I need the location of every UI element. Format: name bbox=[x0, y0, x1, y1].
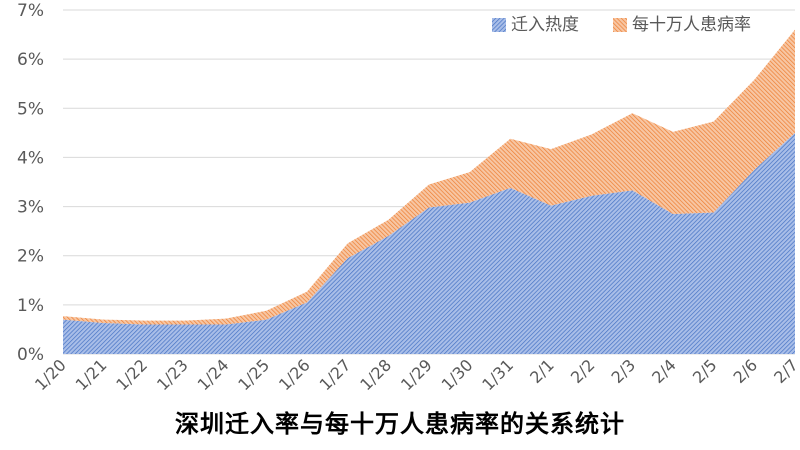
y-tick-label: 4% bbox=[17, 148, 44, 168]
x-tick-label: 1/27 bbox=[316, 355, 355, 394]
y-tick-label: 2% bbox=[17, 247, 44, 267]
x-tick-label: 1/30 bbox=[438, 355, 477, 394]
legend-label-1: 每十万人患病率 bbox=[632, 15, 751, 35]
x-tick-label: 2/5 bbox=[689, 355, 721, 387]
y-tick-label: 6% bbox=[17, 50, 44, 70]
x-axis-ticks: 1/20 1/21 1/22 1/23 1/24 1/25 1/26 1/27 1/28 1/29… bbox=[31, 355, 800, 394]
x-tick-label: 1/26 bbox=[275, 355, 314, 394]
legend-swatch-1 bbox=[613, 18, 627, 32]
x-tick-label: 1/24 bbox=[194, 355, 233, 394]
x-tick-label: 1/31 bbox=[478, 355, 517, 394]
y-axis-ticks: 0% 1% 2% 3% 4% 5% 6% 7% bbox=[17, 1, 44, 365]
x-tick-label: 2/6 bbox=[730, 355, 762, 387]
x-tick-label: 1/22 bbox=[112, 355, 151, 394]
area-series-1 bbox=[63, 29, 795, 325]
x-tick-label: 2/2 bbox=[567, 355, 599, 387]
y-tick-label: 7% bbox=[17, 1, 44, 21]
x-tick-label: 2/7 bbox=[770, 355, 800, 387]
y-tick-label: 3% bbox=[17, 198, 44, 218]
x-tick-label: 1/25 bbox=[234, 355, 273, 394]
legend-swatch-0 bbox=[492, 18, 506, 32]
x-tick-label: 1/23 bbox=[153, 355, 192, 394]
y-tick-label: 5% bbox=[17, 99, 44, 119]
legend-label-0: 迁入热度 bbox=[511, 15, 579, 35]
x-tick-label: 1/29 bbox=[397, 355, 436, 394]
areas bbox=[63, 29, 795, 354]
x-tick-label: 1/21 bbox=[72, 355, 111, 394]
legend: 迁入热度 每十万人患病率 bbox=[492, 15, 751, 35]
chart-title: 深圳迁入率与每十万人患病率的关系统计 bbox=[175, 410, 625, 438]
area-series-0 bbox=[63, 132, 795, 354]
y-tick-label: 0% bbox=[17, 345, 44, 365]
x-tick-label: 1/28 bbox=[356, 355, 395, 394]
x-tick-label: 2/4 bbox=[648, 355, 680, 387]
x-tick-label: 2/1 bbox=[526, 355, 558, 387]
x-tick-label: 2/3 bbox=[608, 355, 640, 387]
y-tick-label: 1% bbox=[17, 296, 44, 316]
